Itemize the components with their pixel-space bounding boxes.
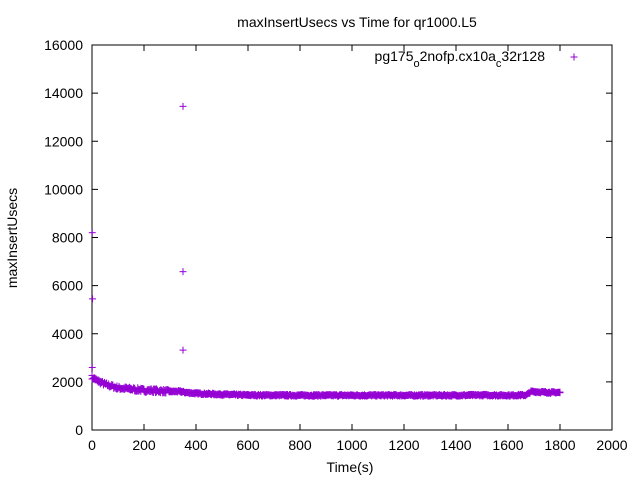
legend-marker-plus (570, 53, 578, 61)
y-tick-label: 0 (75, 422, 83, 438)
x-tick-label: 0 (88, 437, 96, 453)
x-tick-label: 1800 (544, 437, 575, 453)
x-tick-label: 1400 (440, 437, 471, 453)
data-point-outlier (179, 268, 187, 276)
data-point (556, 389, 564, 397)
x-axis-ticks: 0 200 400 600 800 1000 1200 1400 1600 1800 2000 (88, 45, 628, 453)
y-axis-ticks: 0 2000 4000 6000 8000 10000 12000 14000 16000 (44, 37, 612, 438)
legend-label-part-2: o (413, 58, 419, 70)
x-tick-label: 800 (288, 437, 312, 453)
legend-label: pg175o2nofp.cx10ac32r128 (375, 48, 546, 70)
data-point-outlier (89, 295, 97, 303)
plot-frame (91, 44, 613, 431)
y-tick-label: 2000 (52, 374, 83, 390)
x-tick-label: 1200 (388, 437, 419, 453)
x-tick-label: 200 (132, 437, 156, 453)
legend-label-part-4: c (496, 58, 502, 70)
chart-title: maxInsertUsecs vs Time for qr1000.L5 (237, 14, 477, 30)
y-tick-label: 14000 (44, 85, 83, 101)
x-tick-label: 1000 (336, 437, 367, 453)
plot-border (91, 44, 613, 431)
x-axis-label: Time(s) (327, 459, 374, 475)
y-tick-label: 16000 (44, 37, 83, 53)
data-point-outlier (88, 229, 96, 237)
y-axis-label: maxInsertUsecs (4, 188, 20, 288)
y-tick-label: 10000 (44, 181, 83, 197)
x-tick-label: 600 (236, 437, 260, 453)
x-tick-label: 400 (184, 437, 208, 453)
y-tick-label: 8000 (52, 230, 83, 246)
data-point-outlier (88, 363, 96, 371)
y-tick-label: 12000 (44, 133, 83, 149)
legend-label-part-5: 32r128 (501, 48, 545, 64)
legend-label-part-1: pg175 (375, 48, 414, 64)
x-tick-label: 2000 (596, 437, 627, 453)
y-tick-label: 4000 (52, 326, 83, 342)
data-point-outlier (179, 346, 187, 354)
legend-marker (570, 53, 578, 61)
data-point-outlier (179, 102, 187, 110)
x-tick-label: 1600 (492, 437, 523, 453)
legend-label-part-3: 2nofp.cx10a (420, 48, 496, 64)
y-tick-label: 6000 (52, 278, 83, 294)
legend: pg175o2nofp.cx10ac32r128 (375, 48, 578, 70)
data-points (88, 102, 564, 400)
